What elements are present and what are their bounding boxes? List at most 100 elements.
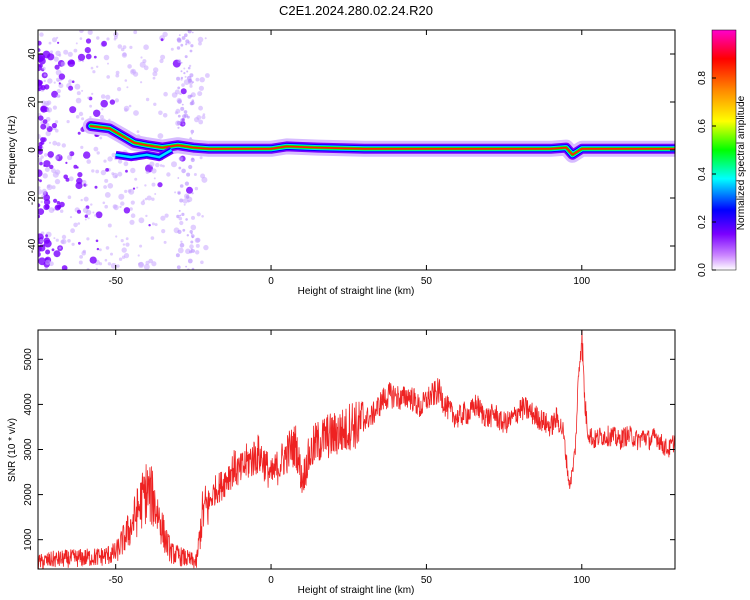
spectrogram-noise-blob — [129, 219, 135, 225]
spectrogram-noise-blob — [171, 161, 177, 168]
spectrogram-noise-blob — [154, 193, 157, 195]
spectrogram-noise-blob — [151, 261, 157, 267]
spectrogram-noise-blob — [50, 50, 53, 54]
spectrogram-noise-blob — [178, 34, 181, 36]
spectrogram-noise-blob — [85, 38, 92, 44]
spectrogram-noise-blob — [93, 109, 101, 118]
spectrogram-noise-blob — [56, 36, 59, 39]
spectrogram-noise-blob — [199, 156, 203, 160]
spectrogram-noise-blob — [150, 236, 155, 240]
spectrogram-noise-blob — [100, 99, 108, 108]
spectrogram-noise-blob — [39, 32, 44, 37]
spectrogram-noise-blob — [95, 239, 99, 243]
spectrogram-noise-blob — [180, 118, 185, 123]
spectrogram-noise-blob — [122, 52, 127, 57]
spectrogram-noise-blob — [55, 238, 59, 242]
spectrogram-noise-blob — [77, 222, 81, 225]
spectrogram-xtick-label: -50 — [108, 276, 123, 287]
spectrogram-noise-blob — [65, 161, 68, 164]
spectrogram-noise-blob — [90, 66, 94, 70]
spectrogram-noise-blob — [189, 250, 193, 254]
spectrogram-noise-blob — [82, 207, 89, 214]
spectrogram-noise-blob — [136, 186, 139, 189]
snr-xtick-label: 0 — [268, 575, 274, 586]
spectrogram-noise-blob — [53, 56, 59, 62]
spectrogram-noise-blob — [53, 237, 56, 240]
spectrogram-noise-blob — [183, 67, 186, 70]
spectrogram-noise-blob — [47, 78, 53, 84]
spectrogram-noise-blob — [176, 121, 181, 125]
spectrogram-noise-blob — [115, 73, 120, 78]
spectrogram-noise-blob — [80, 145, 84, 149]
spectrogram-noise-blob — [91, 169, 95, 173]
spectrogram-noise-blob — [47, 151, 54, 158]
spectrogram-noise-blob — [178, 216, 183, 221]
spectrogram-noise-blob — [92, 211, 95, 214]
spectrogram-noise-blob — [39, 161, 43, 166]
spectrogram-noise-blob — [198, 119, 204, 125]
spectrogram-noise-blob — [89, 116, 92, 119]
spectrogram-noise-blob — [90, 203, 93, 206]
spectrogram-noise-blob — [154, 223, 158, 227]
spectrogram-noise-blob — [52, 105, 58, 110]
spectrogram-noise-blob — [130, 167, 136, 174]
snr-ytick-label: 2000 — [23, 483, 34, 506]
spectrogram-noise-blob — [84, 214, 89, 218]
spectrogram-noise-blob — [54, 64, 60, 70]
spectrogram-noise-blob — [183, 72, 186, 75]
spectrogram-noise-blob — [177, 38, 182, 43]
spectrogram-noise-blob — [157, 182, 163, 188]
spectrogram-noise-blob — [114, 98, 119, 103]
spectrogram-noise-blob — [38, 186, 41, 189]
figure-title: C2E1.2024.280.02.24.R20 — [279, 3, 433, 18]
spectrogram-noise-blob — [198, 105, 204, 111]
spectrogram-noise-blob — [177, 229, 182, 234]
spectrogram-noise-blob — [170, 47, 174, 51]
colorbar: 0.0 0.2 0.4 0.6 0.8 Normalized spectral ampl… — [697, 29, 747, 277]
spectrogram-noise-blob — [194, 186, 199, 191]
spectrogram-noise-blob — [42, 66, 46, 71]
spectrogram-noise-blob — [161, 229, 166, 234]
spectrogram-noise-blob — [184, 33, 188, 37]
spectrogram-noise-blob — [38, 40, 42, 46]
spectrogram-noise-blob — [138, 262, 141, 265]
spectrogram-noise-blob — [68, 79, 73, 84]
spectrogram-noise-blob — [40, 155, 44, 159]
spectrogram-noise-blob — [106, 37, 110, 41]
spectrogram-noise-blob — [75, 181, 83, 190]
spectrogram-noise-blob — [57, 79, 60, 82]
spectrogram-noise-blob — [185, 195, 190, 199]
spectrogram-noise-blob — [177, 126, 180, 129]
spectrogram-noise-blob — [38, 48, 41, 52]
spectrogram-noise-blob — [120, 47, 125, 52]
spectrogram-noise-blob — [39, 238, 44, 243]
spectrogram-noise-blob — [111, 152, 117, 158]
spectrogram-noise-blob — [139, 61, 146, 68]
spectrogram-noise-blob — [52, 171, 59, 178]
spectrogram-noise-blob — [44, 199, 51, 206]
snr-xlabel: Height of straight line (km) — [298, 585, 415, 596]
spectrogram-noise-blob — [39, 63, 43, 68]
spectrogram-noise-blob — [56, 94, 61, 98]
snr-xtick-label: 50 — [421, 575, 433, 586]
spectrogram-noise-blob — [93, 55, 97, 59]
spectrogram-noise-blob — [45, 130, 51, 137]
spectrogram-noise-blob — [180, 43, 184, 47]
spectrogram-noise-blob — [94, 214, 97, 217]
spectrogram-noise-blob — [136, 130, 140, 134]
spectrogram-noise-blob — [56, 201, 61, 205]
spectrogram-noise-blob — [69, 106, 77, 114]
spectrogram-noise-blob — [177, 247, 184, 254]
spectrogram-noise-blob — [177, 59, 182, 63]
spectrogram-noise-blob — [79, 37, 83, 40]
spectrogram-noise-blob — [191, 215, 195, 220]
spectrogram-noise-blob — [125, 169, 128, 173]
spectrogram-noise-blob — [162, 113, 168, 118]
spectrogram-noise-blob — [107, 262, 112, 266]
spectrogram-noise-blob — [40, 200, 43, 204]
spectrogram-noise-blob — [58, 53, 62, 57]
spectrogram-noise-blob — [121, 255, 126, 259]
spectrogram-noise-blob — [78, 111, 84, 117]
spectrogram-noise-blob — [81, 250, 86, 256]
